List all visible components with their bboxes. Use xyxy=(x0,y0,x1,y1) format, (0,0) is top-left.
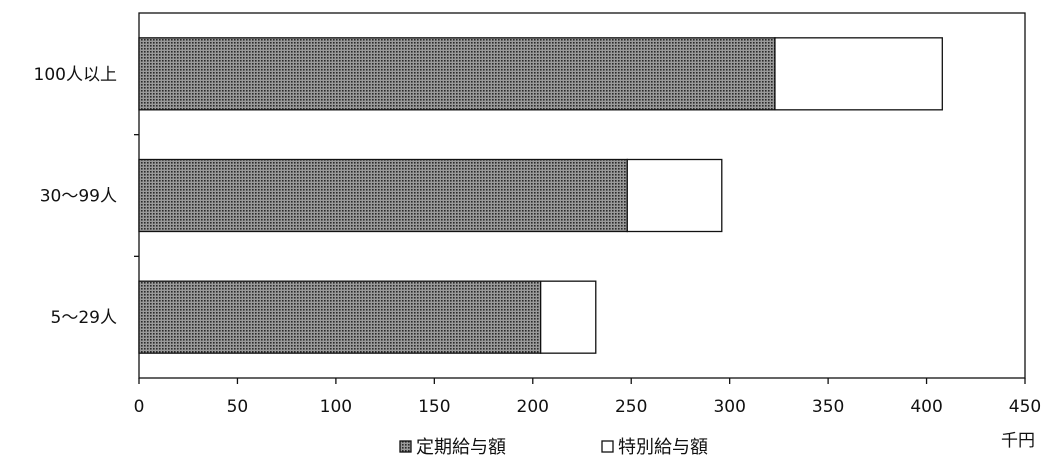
category-label: 100人以上 xyxy=(34,65,117,85)
bar-special-pay-2 xyxy=(540,280,597,354)
category-label: 5～29人 xyxy=(51,308,117,328)
category-label: 30～99人 xyxy=(40,187,117,207)
legend-special-pay-swatch xyxy=(601,440,614,453)
x-tick-label: 100 xyxy=(320,397,352,417)
legend-regular-pay-label: 定期給与額 xyxy=(416,437,506,457)
x-tick-label: 50 xyxy=(227,397,249,417)
bar-special-pay-0 xyxy=(774,37,943,111)
x-tick-label: 350 xyxy=(812,397,844,417)
x-tick-label: 450 xyxy=(1009,397,1041,417)
x-tick-label: 150 xyxy=(418,397,450,417)
bar-regular-pay-2 xyxy=(138,280,542,354)
bar-special-pay-1 xyxy=(626,158,723,233)
x-tick-label: 200 xyxy=(517,397,549,417)
bar-regular-pay-0 xyxy=(138,37,776,111)
x-tick-label: 0 xyxy=(134,397,145,417)
x-tick-label: 250 xyxy=(615,397,647,417)
x-tick-label: 400 xyxy=(910,397,942,417)
legend-special-pay-label: 特別給与額 xyxy=(618,437,708,457)
bar-regular-pay-1 xyxy=(138,158,628,233)
x-unit-label: 千円 xyxy=(1001,431,1035,451)
legend-regular-pay-swatch xyxy=(399,440,412,453)
x-tick-label: 300 xyxy=(713,397,745,417)
